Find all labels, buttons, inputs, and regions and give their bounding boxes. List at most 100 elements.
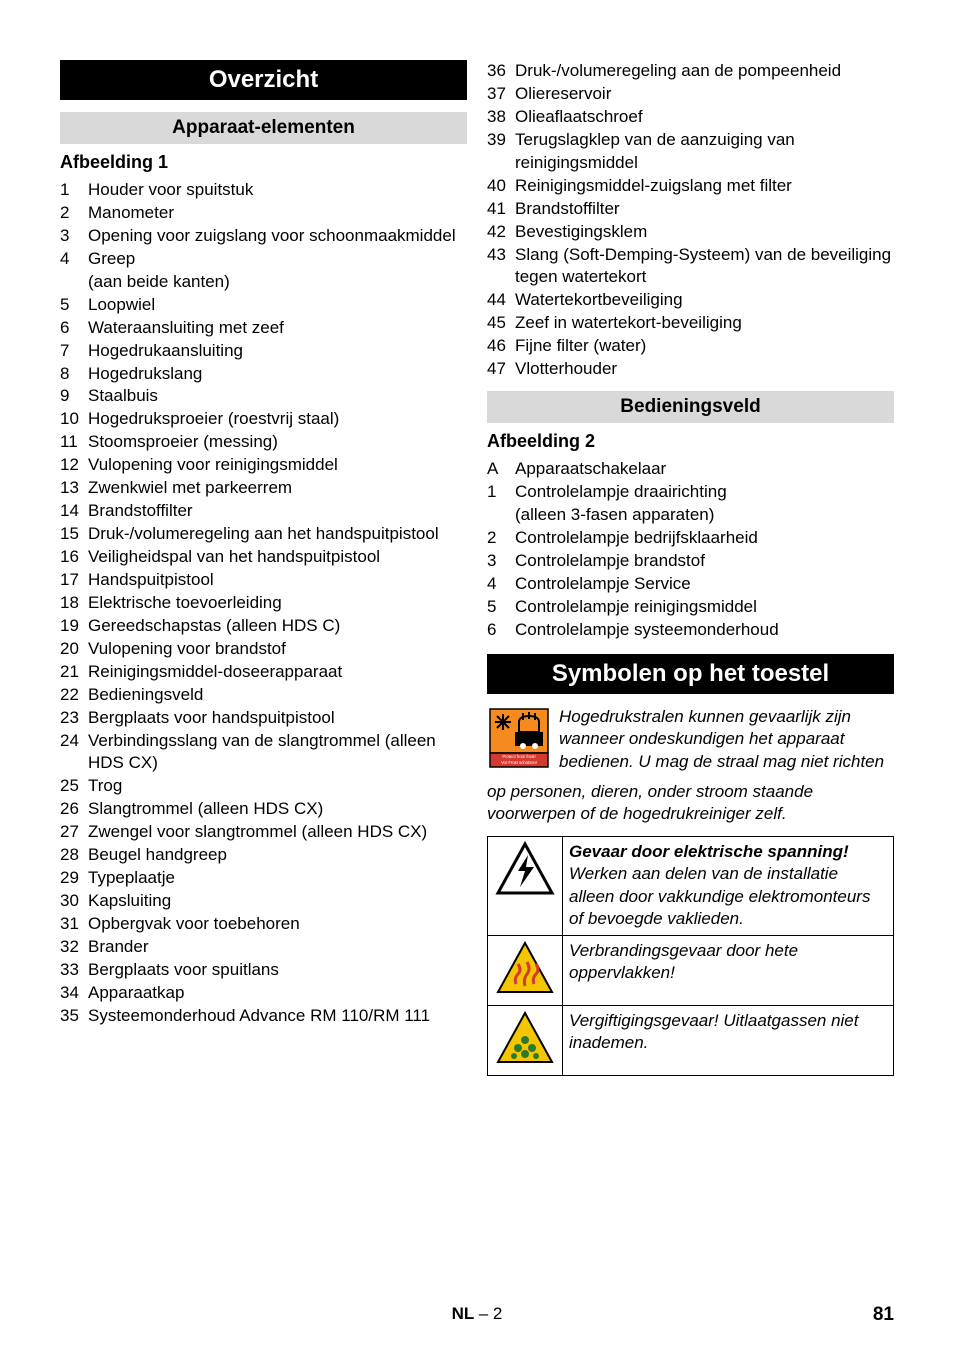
- warning-row-hot: Verbrandingsgevaar door hete oppervlakke…: [488, 935, 894, 1005]
- list-item-text: Controlelampje draairichting: [515, 481, 894, 504]
- list-item-text: Bedieningsveld: [88, 684, 467, 707]
- list-item-number: 41: [487, 198, 515, 221]
- list-item-number: 11: [60, 431, 88, 454]
- list-item-text: Olieaflaatschroef: [515, 106, 894, 129]
- list-item: 4Greep: [60, 248, 467, 271]
- list-item-number: 14: [60, 500, 88, 523]
- exhaust-hazard-icon: [488, 1005, 563, 1075]
- warning-body-exhaust: Vergiftigingsgevaar! Uitlaatgassen niet …: [569, 1011, 858, 1052]
- hot-surface-icon: [488, 935, 563, 1005]
- frost-label-bottom: Vor Frost schützen!: [501, 760, 537, 765]
- list-item: 1Houder voor spuitstuk: [60, 179, 467, 202]
- list-item-number: 15: [60, 523, 88, 546]
- list-item: 10Hogedruksproeier (roestvrij staal): [60, 408, 467, 431]
- list-item-number: 40: [487, 175, 515, 198]
- list-item: 23Bergplaats voor handspuitpistool: [60, 707, 467, 730]
- page-footer: NL – 2 81: [0, 1304, 954, 1324]
- list-item: 6Controlelampje systeemonderhoud: [487, 619, 894, 642]
- list-item-number: 47: [487, 358, 515, 381]
- list-item-number: 33: [60, 959, 88, 982]
- list-item: 36Druk-/volumeregeling aan de pompeenhei…: [487, 60, 894, 83]
- list-item-text: Elektrische toevoerleiding: [88, 592, 467, 615]
- list-item-number: 7: [60, 340, 88, 363]
- list-item: 28Beugel handgreep: [60, 844, 467, 867]
- list-item-text: Bergplaats voor spuitlans: [88, 959, 467, 982]
- list-item-number: 22: [60, 684, 88, 707]
- list-item-number: 31: [60, 913, 88, 936]
- list-item-text: Vulopening voor brandstof: [88, 638, 467, 661]
- list-item: (alleen 3-fasen apparaten): [487, 504, 894, 527]
- list-item-number: 12: [60, 454, 88, 477]
- list-item-text: Loopwiel: [88, 294, 467, 317]
- list-item: 14Brandstoffilter: [60, 500, 467, 523]
- list-item-number: 18: [60, 592, 88, 615]
- list-item: 41Brandstoffilter: [487, 198, 894, 221]
- intro-warning-lead: Hogedrukstralen kunnen gevaarlijk zijn w…: [551, 706, 894, 773]
- warning-body-hot: Verbrandingsgevaar door hete oppervlakke…: [569, 941, 798, 982]
- list-item-text: Gereedschapstas (alleen HDS C): [88, 615, 467, 638]
- warning-text-hot: Verbrandingsgevaar door hete oppervlakke…: [563, 935, 894, 1005]
- list-item: 5Controlelampje reinigingsmiddel: [487, 596, 894, 619]
- intro-warning-row: Protect from frost! Vor Frost schützen! …: [487, 706, 894, 773]
- list-item-text: Opbergvak voor toebehoren: [88, 913, 467, 936]
- right-column: 36Druk-/volumeregeling aan de pompeenhei…: [487, 60, 894, 1076]
- list-item-number: 21: [60, 661, 88, 684]
- list-item: 3Opening voor zuigslang voor schoonmaakm…: [60, 225, 467, 248]
- list-item-text: Controlelampje brandstof: [515, 550, 894, 573]
- list-item: 19Gereedschapstas (alleen HDS C): [60, 615, 467, 638]
- list-item-number: 9: [60, 385, 88, 408]
- list-item-text: Kapsluiting: [88, 890, 467, 913]
- list-item: 29Typeplaatje: [60, 867, 467, 890]
- list-item-number: 23: [60, 707, 88, 730]
- list-item: 27Zwengel voor slangtrommel (alleen HDS …: [60, 821, 467, 844]
- list-item: 45Zeef in watertekort-beveiliging: [487, 312, 894, 335]
- list-item-text: Hogedrukslang: [88, 363, 467, 386]
- list-item-number: 6: [487, 619, 515, 642]
- list-item-text: Fijne filter (water): [515, 335, 894, 358]
- list-item: 18Elektrische toevoerleiding: [60, 592, 467, 615]
- list-item-text: Reinigingsmiddel-zuigslang met filter: [515, 175, 894, 198]
- list-item-number: A: [487, 458, 515, 481]
- list-item-text: Manometer: [88, 202, 467, 225]
- footer-lang: NL: [452, 1304, 474, 1323]
- list-item-number: 39: [487, 129, 515, 175]
- list-item: 47Vlotterhouder: [487, 358, 894, 381]
- list-item-number: 6: [60, 317, 88, 340]
- list-item-number: 5: [60, 294, 88, 317]
- list-item-text: Brandstoffilter: [515, 198, 894, 221]
- list-item-number: 5: [487, 596, 515, 619]
- list-item-number: 38: [487, 106, 515, 129]
- list-item-number: 1: [487, 481, 515, 504]
- list-item-number: 37: [487, 83, 515, 106]
- frost-protect-icon: Protect from frost! Vor Frost schützen!: [487, 706, 551, 770]
- list-item-number: 29: [60, 867, 88, 890]
- warning-body-electric: Werken aan delen van de installatie alle…: [569, 864, 870, 928]
- list-item-number: [487, 504, 515, 527]
- list-item-text: Stoomsproeier (messing): [88, 431, 467, 454]
- list-item-number: 28: [60, 844, 88, 867]
- list-item-text: Systeemonderhoud Advance RM 110/RM 111: [88, 1005, 467, 1028]
- list-item-text: (alleen 3-fasen apparaten): [515, 504, 894, 527]
- list-item-text: Vulopening voor reinigingsmiddel: [88, 454, 467, 477]
- footer-center: NL – 2: [452, 1304, 503, 1324]
- list-item-number: 1: [60, 179, 88, 202]
- list-item: 32Brander: [60, 936, 467, 959]
- list-item: 43Slang (Soft-Demping-Systeem) van de be…: [487, 244, 894, 290]
- list-item-text: Controlelampje bedrijfsklaarheid: [515, 527, 894, 550]
- list-item: 44Watertekortbeveiliging: [487, 289, 894, 312]
- list-item: 25Trog: [60, 775, 467, 798]
- list-item-number: 20: [60, 638, 88, 661]
- list-item-number: 43: [487, 244, 515, 290]
- list-item-number: 25: [60, 775, 88, 798]
- list-item: 3Controlelampje brandstof: [487, 550, 894, 573]
- frost-label-top: Protect from frost!: [502, 754, 535, 759]
- list-item: 16Veiligheidspal van het handspuitpistoo…: [60, 546, 467, 569]
- list-item-number: 45: [487, 312, 515, 335]
- list-item: 17Handspuitpistool: [60, 569, 467, 592]
- list-item: 38Olieaflaatschroef: [487, 106, 894, 129]
- list-item-number: 10: [60, 408, 88, 431]
- list-item-text: Typeplaatje: [88, 867, 467, 890]
- list-item: 33Bergplaats voor spuitlans: [60, 959, 467, 982]
- list-item-text: Apparaatkap: [88, 982, 467, 1005]
- list-item: 13Zwenkwiel met parkeerrem: [60, 477, 467, 500]
